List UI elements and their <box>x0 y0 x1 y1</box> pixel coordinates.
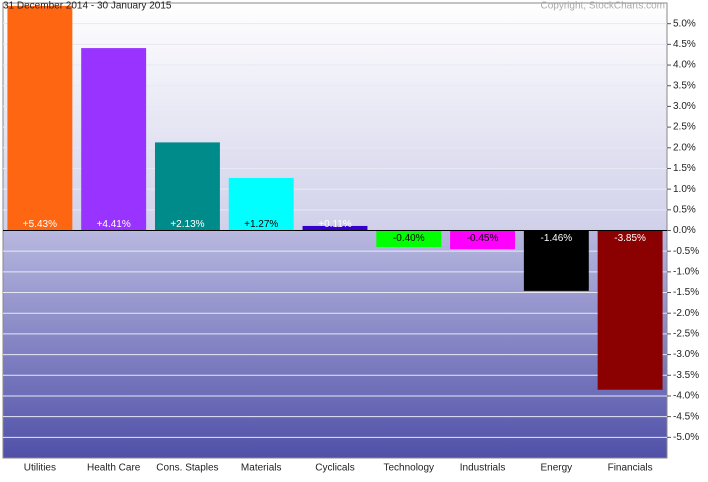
x-tick-label: Utilities <box>24 463 56 474</box>
x-tick-label: Cons. Staples <box>156 463 218 474</box>
bar <box>7 5 73 231</box>
y-tick-label: -0.5% <box>673 246 699 257</box>
y-tick-label: 4.5% <box>673 39 696 50</box>
y-tick-label: 3.0% <box>673 101 696 112</box>
x-tick-label: Energy <box>540 463 572 474</box>
y-tick-label: 2.0% <box>673 142 696 153</box>
x-tick-label: Cyclicals <box>315 463 354 474</box>
y-tick-label: -1.5% <box>673 287 699 298</box>
y-tick-label: -5.0% <box>673 432 699 443</box>
y-tick-label: -3.0% <box>673 349 699 360</box>
value-label: -3.85% <box>614 233 646 244</box>
bar <box>302 225 368 231</box>
value-label: +5.43% <box>23 219 57 230</box>
y-tick-label: -2.0% <box>673 308 699 319</box>
value-label: +4.41% <box>97 219 131 230</box>
y-tick-label: 0.0% <box>673 225 696 236</box>
y-tick-label: 5.0% <box>673 18 696 29</box>
y-tick-label: 0.5% <box>673 204 696 215</box>
value-label: -0.40% <box>393 233 425 244</box>
y-tick-label: -4.5% <box>673 411 699 422</box>
y-tick-label: 1.0% <box>673 184 696 195</box>
value-label: +2.13% <box>170 219 204 230</box>
bar <box>523 230 589 291</box>
credit: Copyright, StockCharts.com <box>541 1 666 12</box>
y-tick-label: 1.5% <box>673 163 696 174</box>
y-tick-label: 3.5% <box>673 80 696 91</box>
bar <box>376 230 442 248</box>
bar <box>154 142 220 231</box>
y-tick-label: -4.0% <box>673 391 699 402</box>
x-tick-label: Industrials <box>460 463 506 474</box>
x-tick-label: Financials <box>608 463 653 474</box>
y-tick-label: -1.0% <box>673 267 699 278</box>
bar <box>450 230 516 250</box>
bar <box>228 177 294 231</box>
chart-title: 31 December 2014 - 30 January 2015 <box>3 1 172 12</box>
value-label: +1.27% <box>244 219 278 230</box>
y-tick-label: 2.5% <box>673 122 696 133</box>
y-tick-label: -3.5% <box>673 370 699 381</box>
value-label: -0.45% <box>467 233 499 244</box>
x-tick-label: Materials <box>241 463 282 474</box>
bar <box>81 48 147 231</box>
bars <box>7 5 663 390</box>
y-tick-label: 4.0% <box>673 60 696 71</box>
value-label: +0.11% <box>318 219 352 230</box>
bar <box>597 230 663 390</box>
value-label: -1.46% <box>540 233 572 244</box>
y-tick-label: -2.5% <box>673 329 699 340</box>
x-tick-label: Health Care <box>87 463 141 474</box>
x-tick-label: Technology <box>383 463 434 474</box>
